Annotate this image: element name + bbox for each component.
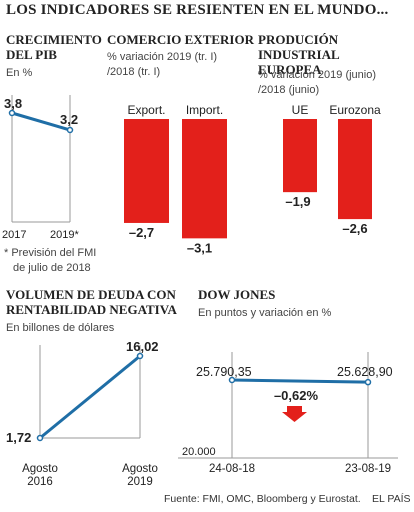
deuda-x-tick: Agosto [22,463,58,475]
comercio-value-label: –3,1 [187,240,212,255]
comercio-unit-line1: % variación 2019 (tr. I) [107,51,218,63]
produccion-category-label: Eurozona [329,103,381,117]
pib-x-tick: 2019* [50,229,79,241]
deuda-title-line2: RENTABILIDAD NEGATIVA [6,302,177,317]
deuda-series-line [39,354,141,440]
dow-value-label: 25.790,35 [196,365,252,379]
pib-title: CRECIMIENTO DEL PIB [6,32,102,62]
dow-value-label: 25.628,90 [337,365,393,379]
produccion-bar [283,119,317,193]
produccion-title-line1: PRODUCIÓN INDUSTRIAL [258,32,340,62]
down-arrow-icon [282,406,307,422]
comercio-category-label: Export. [127,103,165,117]
pib-point [66,126,74,134]
comercio-bar [124,119,169,223]
comercio-unit-line2: /2018 (tr. I) [107,66,161,78]
pib-value-label: 3,8 [4,96,22,111]
produccion-value-label: –2,6 [342,221,367,236]
dow-baseline-label: 20.000 [182,446,216,458]
comercio-value-label: –2,7 [129,225,154,240]
dow-x-tick: 24-08-18 [209,463,255,475]
produccion-title: PRODUCIÓN INDUSTRIAL EUROPEA [258,32,414,77]
pib-title-line1: CRECIMIENTO [6,32,102,47]
pib-series-line [11,111,71,132]
pib-point [8,109,16,117]
produccion-unit-line2: /2018 (junio) [258,84,320,96]
produccion-unit-line1: % variación 2019 (junio) [258,69,377,81]
deuda-title-line1: VOLUMEN DE DEUDA CON [6,287,176,302]
deuda-x-tick: Agosto [122,463,158,475]
produccion-bar [338,119,372,220]
pib-note: * Previsión del FMI de julio de 2018 [4,246,96,276]
dow-unit: En puntos y variación en % [198,307,332,319]
pib-value-label: 3,2 [60,112,78,127]
pib-x-tick: 2017 [2,229,26,241]
deuda-point [36,434,44,442]
pib-title-line2: DEL PIB [6,47,57,62]
dow-x-tick: 23-08-19 [345,463,391,475]
produccion-value-label: –1,9 [285,194,310,209]
deuda-value-label: 16,02 [126,339,159,354]
brand-logo: EL PAÍS [372,493,411,505]
deuda-value-label: 1,72 [6,430,31,445]
deuda-point [136,352,144,360]
produccion-category-label: UE [292,103,309,117]
deuda-x-tick: 2016 [27,476,53,488]
produccion-unit: % variación 2019 (junio) /2018 (junio) [258,68,376,98]
dow-title: DOW JONES [198,287,276,302]
comercio-bar [182,119,227,239]
deuda-x-tick: 2019 [127,476,153,488]
deuda-unit: En billones de dólares [6,322,115,334]
dow-series-line [231,378,369,384]
dow-point [364,378,372,386]
produccion-title-line2: EUROPEA [258,62,322,77]
main-title: LOS INDICADORES SE RESIENTEN EN EL MUNDO… [6,2,389,18]
comercio-title: COMERCIO EXTERIOR [107,32,254,47]
dow-point [228,376,236,384]
dow-change-label: –0,62% [274,388,319,403]
source-note: Fuente: FMI, OMC, Bloomberg y Eurostat. [164,493,361,505]
comercio-category-label: Import. [186,103,223,117]
deuda-title: VOLUMEN DE DEUDA CON RENTABILIDAD NEGATI… [6,287,177,317]
pib-note-line1: * Previsión del FMI [4,247,97,259]
pib-unit: En % [6,67,33,79]
comercio-unit: % variación 2019 (tr. I) /2018 (tr. I) [107,50,217,80]
pib-note-line2: de julio de 2018 [13,262,91,274]
